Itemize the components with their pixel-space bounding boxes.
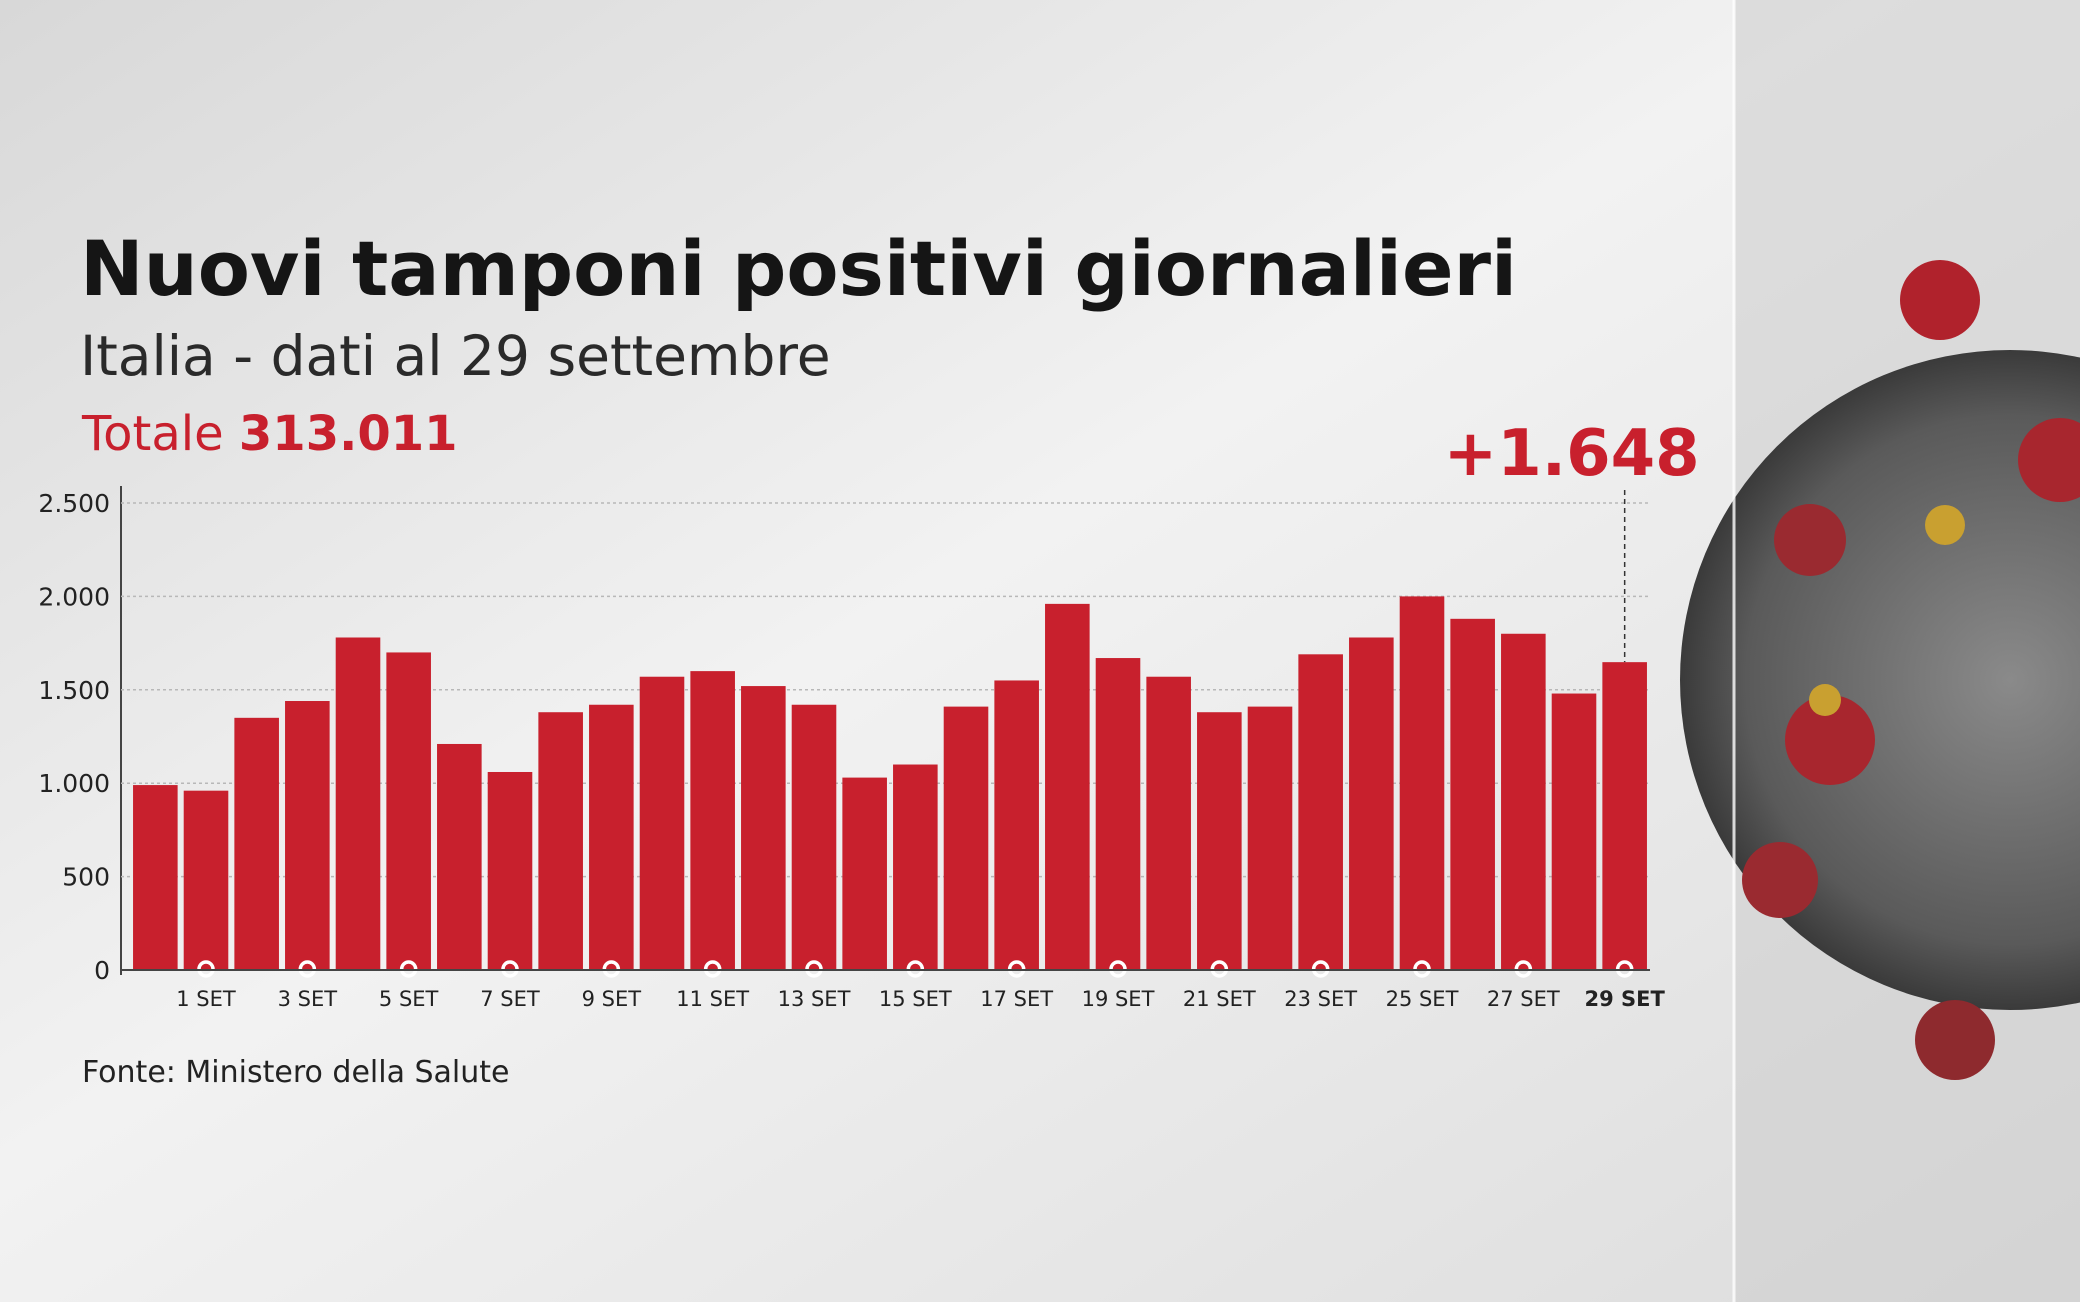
x-tick-label: 9 SET (582, 987, 642, 1011)
total-label: Totale (81, 406, 224, 462)
total: Totale 313.011 (81, 406, 458, 462)
bar (1551, 693, 1597, 970)
x-tick-label: 1 SET (176, 987, 236, 1011)
x-tick-label: 29 SET (1584, 987, 1665, 1011)
bar (538, 712, 583, 970)
bar (1602, 662, 1647, 970)
bar (386, 652, 431, 970)
chart-subtitle: Italia - dati al 29 settembre (80, 324, 831, 388)
bar (1247, 706, 1293, 970)
y-tick-label: 500 (62, 863, 110, 892)
x-tick-label: 19 SET (1082, 987, 1155, 1011)
bar (1045, 603, 1090, 970)
x-tick-label: 3 SET (278, 987, 338, 1011)
chart-title: Nuovi tamponi positivi giornalieri (80, 224, 1517, 313)
bar (741, 686, 786, 970)
y-tick-label: 2.000 (38, 582, 110, 611)
bar (589, 704, 634, 970)
bar (1146, 676, 1191, 970)
bar (1450, 618, 1495, 970)
bar (893, 764, 938, 970)
bar (994, 680, 1039, 970)
x-tick-label: 21 SET (1183, 987, 1256, 1011)
bar (285, 701, 330, 970)
bar (133, 785, 178, 970)
x-tick-label: 15 SET (879, 987, 952, 1011)
x-tick-label: 17 SET (980, 987, 1053, 1011)
source: Fonte: Ministero della Salute (82, 1055, 510, 1090)
bar (1501, 633, 1546, 970)
y-tick-label: 2.500 (38, 489, 110, 518)
bar (1298, 654, 1343, 970)
bar (437, 743, 482, 970)
bar (335, 637, 381, 970)
bar (183, 790, 229, 970)
bar (791, 704, 837, 970)
bar (943, 706, 989, 970)
x-tick-label: 25 SET (1386, 987, 1459, 1011)
total-value: 313.011 (239, 406, 458, 462)
value-label: +1.648 (1444, 417, 1700, 491)
x-tick-label: 13 SET (778, 987, 851, 1011)
bar (1197, 712, 1242, 970)
virus-illustration (1680, 0, 2080, 1302)
bar (690, 671, 735, 970)
bar (487, 771, 533, 970)
y-tick-label: 1.000 (38, 769, 110, 798)
bar (842, 777, 887, 970)
y-tick-label: 1.500 (38, 676, 110, 705)
x-tick-label: 5 SET (379, 987, 439, 1011)
bar (639, 676, 685, 970)
bar (234, 717, 279, 970)
x-tick-label: 23 SET (1284, 987, 1357, 1011)
y-tick-label: 0 (94, 956, 110, 985)
x-tick-label: 27 SET (1487, 987, 1560, 1011)
bar (1095, 658, 1141, 970)
bar (1349, 637, 1394, 970)
x-tick-label: 11 SET (676, 987, 749, 1011)
bar (1399, 596, 1445, 970)
x-tick-label: 7 SET (480, 987, 540, 1011)
